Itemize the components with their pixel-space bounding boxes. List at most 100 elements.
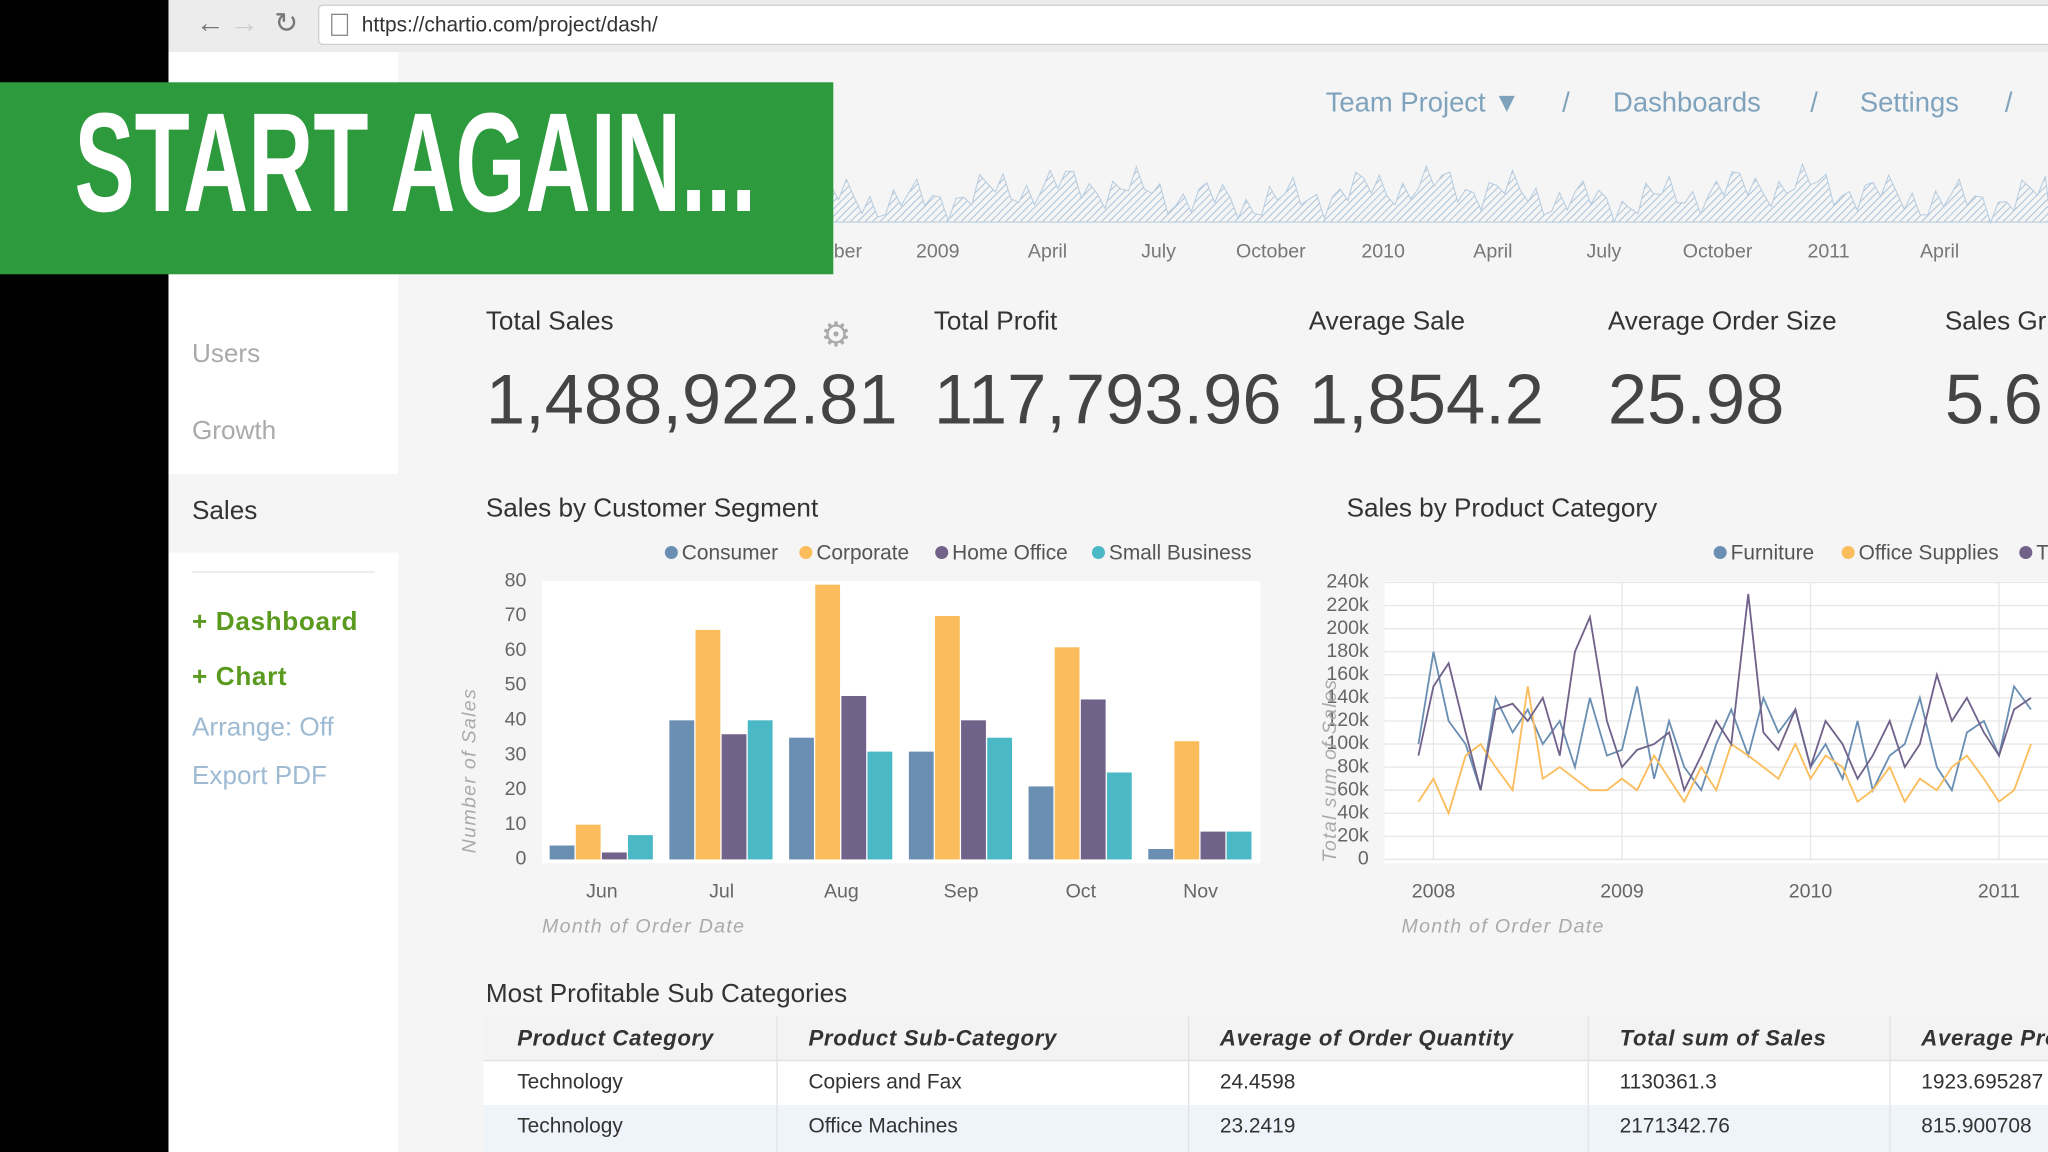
table-cell: 1130361.3 — [1620, 1070, 1717, 1093]
y-tick-label: 10 — [505, 813, 527, 835]
y-tick-label: 240k — [1326, 571, 1369, 593]
legend-swatch — [1841, 545, 1855, 560]
page-icon — [331, 13, 349, 36]
y-tick-label: 0 — [515, 848, 526, 870]
chart-title: Sales by Customer Segment — [486, 492, 819, 522]
sidebar-action[interactable]: Arrange: Off — [192, 712, 334, 742]
y-tick-label: 180k — [1326, 640, 1369, 662]
x-tick-label: 2011 — [1978, 880, 2020, 902]
y-axis-label: Total sum of Sales — [1319, 679, 1341, 863]
y-tick-label: 60k — [1337, 778, 1369, 800]
bar — [695, 629, 721, 860]
reload-button[interactable]: ↻ — [274, 7, 298, 39]
timeline-label: July — [1141, 240, 1176, 262]
sidebar-action[interactable]: Export PDF — [192, 760, 327, 790]
bar-plot-area — [542, 581, 1261, 864]
bar — [961, 720, 986, 860]
x-tick-label: Jun — [586, 880, 618, 902]
legend-label: T — [2036, 541, 2048, 564]
sidebar-action[interactable]: + Chart — [192, 661, 287, 691]
legend-label: Furniture — [1731, 541, 1815, 564]
nav-link[interactable]: Dashboards — [1613, 87, 1761, 118]
forward-button[interactable]: → — [230, 7, 259, 39]
timeline-label: October — [1236, 240, 1306, 262]
bar — [1200, 831, 1226, 860]
x-tick-label: 2009 — [1600, 880, 1644, 902]
legend-swatch — [664, 545, 678, 560]
legend-swatch — [1713, 545, 1727, 560]
chart-title: Sales by Product Category — [1347, 492, 1658, 522]
kpi-label: Total Profit — [934, 306, 1058, 336]
bar — [747, 720, 773, 860]
timeline-area — [833, 162, 2048, 225]
column-header: Total sum of Sales — [1620, 1026, 1827, 1051]
legend-swatch — [935, 545, 949, 560]
sidebar-item[interactable]: Sales — [192, 495, 257, 525]
kpi-value: 1,488,922.81 — [486, 360, 898, 439]
table-alt-row — [483, 1104, 2048, 1152]
bar — [1148, 848, 1174, 860]
legend-swatch — [1091, 545, 1105, 560]
timeline-label: October — [1683, 240, 1753, 262]
y-tick-label: 0 — [1358, 848, 1369, 870]
timeline-label: July — [1587, 240, 1622, 262]
bar — [575, 824, 601, 860]
legend-label: Office Supplies — [1859, 541, 1999, 564]
line-series — [1417, 593, 2032, 793]
table-cell: Technology — [517, 1115, 623, 1138]
table-cell: 23.2419 — [1220, 1115, 1295, 1138]
x-tick-label: Jul — [709, 880, 734, 902]
timeline-label: 2011 — [1808, 240, 1850, 262]
y-tick-label: 80 — [505, 569, 527, 591]
y-tick-label: 60 — [505, 639, 527, 661]
legend-label: Corporate — [816, 541, 909, 564]
x-tick-label: Oct — [1066, 880, 1097, 902]
back-button[interactable]: ← — [196, 7, 225, 39]
bar — [1226, 831, 1252, 860]
column-header: Product Category — [517, 1026, 715, 1051]
table-cell: 815.900708 — [1921, 1115, 2031, 1138]
table-cell: 1923.695287 — [1921, 1070, 2043, 1093]
nav-link[interactable]: Settings — [1860, 87, 1959, 118]
x-tick-label: 2010 — [1789, 880, 1833, 902]
nav-link[interactable]: Team Project ▼ — [1326, 87, 1521, 118]
sidebar-item[interactable]: Users — [192, 338, 260, 368]
table-title: Most Profitable Sub Categories — [486, 978, 847, 1008]
kpi-value: 25.98 — [1608, 360, 1784, 439]
table-cell: Technology — [517, 1070, 623, 1093]
bar — [549, 845, 575, 860]
x-tick-label: Nov — [1183, 880, 1218, 902]
x-axis-label: Month of Order Date — [1401, 916, 1604, 938]
address-field[interactable] — [318, 4, 2048, 46]
x-tick-label: Aug — [824, 880, 859, 902]
settings-gear[interactable]: ⚙ — [821, 316, 851, 354]
y-tick-label: 20 — [505, 778, 527, 800]
bar — [721, 734, 747, 860]
x-tick-label: Sep — [944, 880, 979, 902]
table-cell: Copiers and Fax — [808, 1070, 962, 1093]
bar — [908, 751, 934, 860]
column-header: Product Sub-Category — [808, 1026, 1058, 1051]
kpi-value: 5.6 — [1945, 360, 2043, 439]
bar — [1054, 647, 1080, 860]
sidebar-action[interactable]: + Dashboard — [192, 606, 358, 636]
kpi-label: Average Order Size — [1608, 306, 1837, 336]
bar — [669, 720, 695, 860]
sidebar-item[interactable]: Growth — [192, 415, 276, 445]
y-tick-label: 40 — [505, 708, 527, 730]
column-header: Average of Order Quantity — [1219, 1026, 1515, 1051]
timeline-label: April — [1028, 240, 1067, 262]
y-tick-label: 30 — [505, 743, 527, 765]
banner-text: START AGAIN... — [74, 83, 756, 241]
timeline-label: 2009 — [916, 240, 960, 262]
y-tick-label: 70 — [505, 604, 527, 626]
column-header: Average Pro — [1920, 1026, 2048, 1051]
bar — [987, 737, 1013, 860]
url[interactable]: https://chartio.com/project/dash/ — [362, 14, 658, 37]
bar — [841, 695, 867, 860]
legend-swatch — [2019, 545, 2033, 560]
legend-label: Small Business — [1109, 541, 1252, 564]
nav-link: / — [1810, 87, 1818, 118]
y-tick-label: 100k — [1326, 732, 1369, 754]
